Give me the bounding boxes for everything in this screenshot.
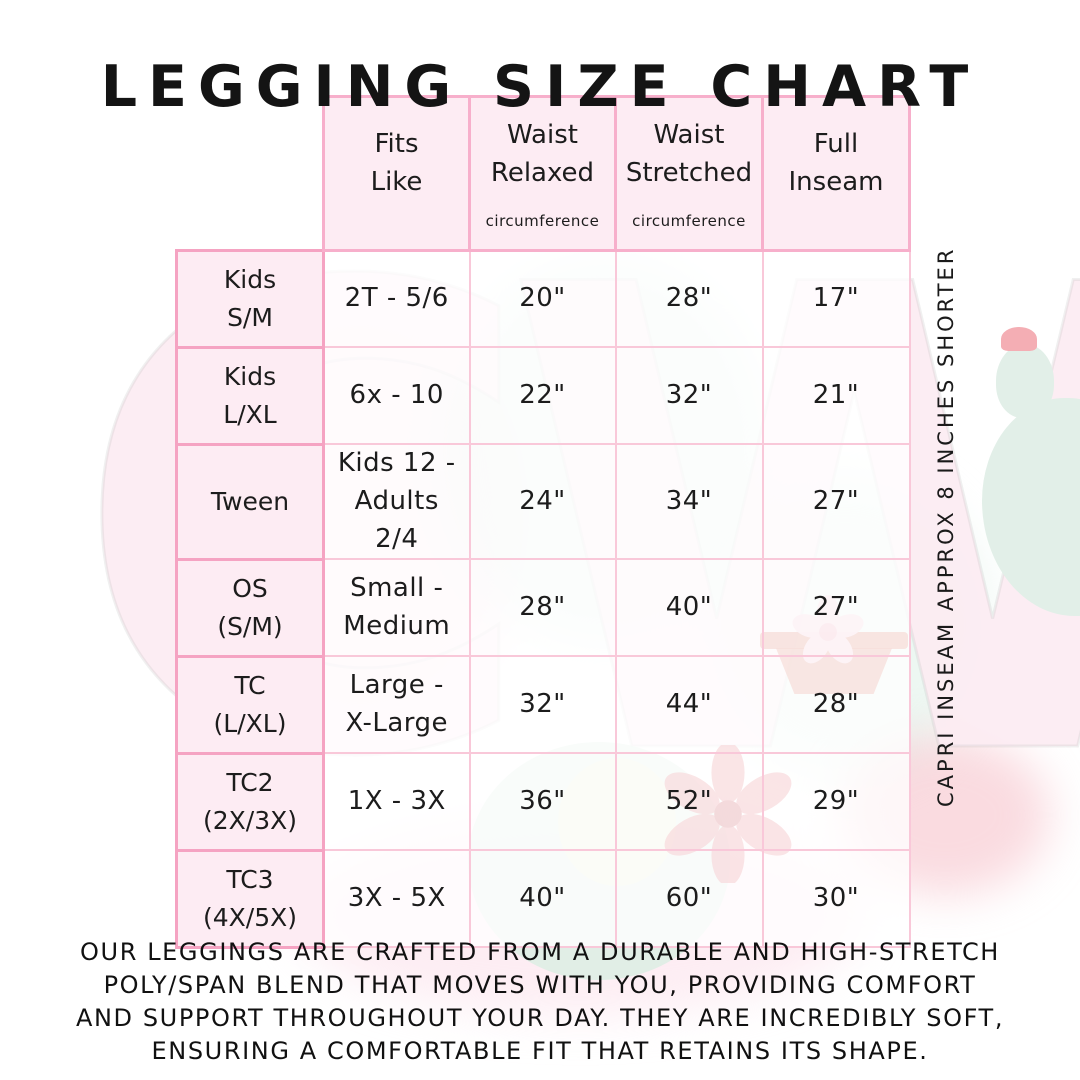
row-label: TC2 (2X/3X) xyxy=(175,751,325,852)
size-value-cell: 1X - 3X xyxy=(322,752,471,852)
capri-inseam-note: CAPRI INSEAM APPROX 8 INCHES SHORTER xyxy=(934,246,958,808)
row-label: Kids S/M xyxy=(175,248,325,349)
table-row: TC3 (4X/5X) 3X - 5X 40" 60" 30" xyxy=(175,848,911,949)
size-value-cell: 52" xyxy=(614,752,764,852)
column-header-full-inseam: Full Inseam xyxy=(761,95,911,252)
row-label: TC (L/XL) xyxy=(175,654,325,755)
row-label: Tween xyxy=(175,442,325,561)
size-value-cell: 40" xyxy=(468,849,617,949)
column-header-label: Waist Stretched xyxy=(625,120,753,188)
column-header-waist-stretched: Waist Stretched circumference xyxy=(614,95,764,252)
size-value-cell: 28" xyxy=(468,558,617,658)
size-value-cell: Small - Medium xyxy=(322,558,471,658)
size-value-cell: 44" xyxy=(614,655,764,755)
column-header-label: Full Inseam xyxy=(788,129,884,197)
size-value-cell: 20" xyxy=(468,249,617,349)
column-header-subtext: circumference xyxy=(632,212,746,231)
size-value-cell: 17" xyxy=(761,249,911,349)
column-header-subtext: circumference xyxy=(485,212,600,231)
table-body: Kids S/M 2T - 5/6 20" 28" 17" Kids L/XL 6x - 1… xyxy=(175,248,911,949)
table-header-row: Fits Like Waist Relaxed circumference Wa… xyxy=(177,95,911,252)
size-value-cell: 28" xyxy=(761,655,911,755)
size-value-cell: 21" xyxy=(761,346,911,446)
column-header-fits-like: Fits Like xyxy=(322,95,471,252)
table-row: Kids L/XL 6x - 10 22" 32" 21" xyxy=(175,345,911,446)
size-value-cell: 36" xyxy=(468,752,617,852)
size-value-cell: 34" xyxy=(614,443,764,561)
table-row: OS (S/M) Small - Medium 28" 40" 27" xyxy=(175,557,911,658)
size-value-cell: 27" xyxy=(761,558,911,658)
size-value-cell: 6x - 10 xyxy=(322,346,471,446)
size-value-cell: 28" xyxy=(614,249,764,349)
row-label: TC3 (4X/5X) xyxy=(175,848,325,949)
cactus-flower-art xyxy=(1001,327,1037,351)
size-value-cell: 22" xyxy=(468,346,617,446)
table-row: Kids S/M 2T - 5/6 20" 28" 17" xyxy=(175,248,911,349)
size-value-cell: 32" xyxy=(468,655,617,755)
table-row: TC (L/XL) Large - X-Large 32" 44" 28" xyxy=(175,654,911,755)
size-value-cell: 27" xyxy=(761,443,911,561)
size-value-cell: 24" xyxy=(468,443,617,561)
row-label: Kids L/XL xyxy=(175,345,325,446)
size-value-cell: 29" xyxy=(761,752,911,852)
size-value-cell: Large - X-Large xyxy=(322,655,471,755)
cactus-art xyxy=(996,344,1054,418)
size-value-cell: 2T - 5/6 xyxy=(322,249,471,349)
size-value-cell: 3X - 5X xyxy=(322,849,471,949)
size-value-cell: 32" xyxy=(614,346,764,446)
row-label: OS (S/M) xyxy=(175,557,325,658)
size-value-cell: 40" xyxy=(614,558,764,658)
column-header-label: Waist Relaxed xyxy=(490,120,595,188)
size-value-cell: Kids 12 - Adults 2/4 xyxy=(322,443,471,561)
column-header-label: Fits Like xyxy=(370,129,423,197)
size-chart-table: Fits Like Waist Relaxed circumference Wa… xyxy=(175,95,911,949)
size-value-cell: 60" xyxy=(614,849,764,949)
column-header-waist-relaxed: Waist Relaxed circumference xyxy=(468,95,617,252)
table-row: TC2 (2X/3X) 1X - 3X 36" 52" 29" xyxy=(175,751,911,852)
size-value-cell: 30" xyxy=(761,849,911,949)
table-row: Tween Kids 12 - Adults 2/4 24" 34" 27" xyxy=(175,442,911,561)
product-description: OUR LEGGINGS ARE CRAFTED FROM A DURABLE … xyxy=(75,938,1005,1065)
page-title: LEGGING SIZE CHART xyxy=(100,54,980,121)
